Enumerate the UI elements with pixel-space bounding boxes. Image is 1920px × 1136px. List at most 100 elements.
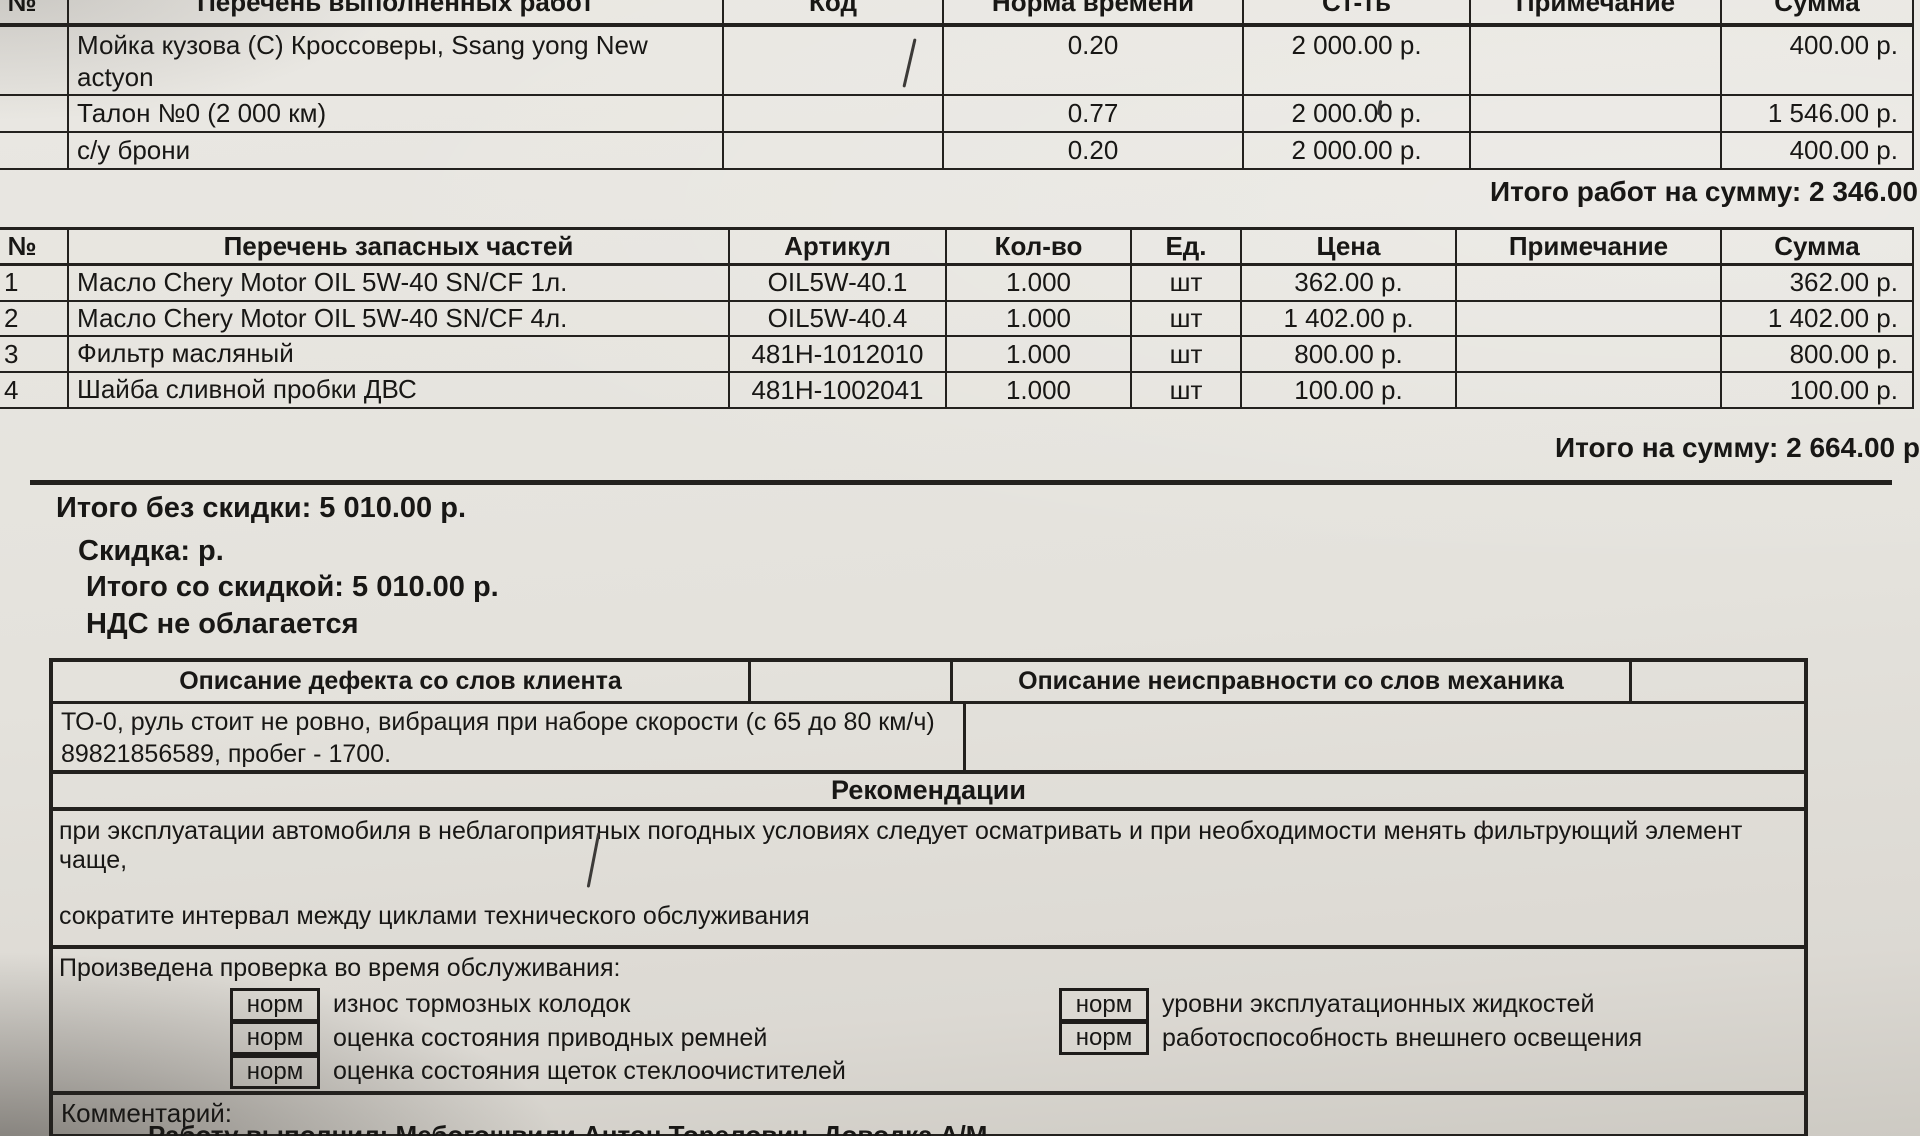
work-row: Талон №0 (2 000 км) 0.77 2 000.00 р. 1 5… (0, 94, 1914, 134)
work-header-time-norm: Норма времени (942, 0, 1244, 27)
parts-cell-qty: 1.000 (945, 299, 1132, 338)
client-defect-line1: ТО-0, руль стоит не ровно, вибрация при … (61, 708, 935, 736)
parts-table: № Перечень запасных частей Артикул Кол-в… (0, 227, 1914, 409)
checks-title: Произведена проверка во время обслуживан… (59, 954, 621, 982)
check-label: уровни эксплуатационных жидкостей (1162, 990, 1595, 1018)
parts-header-unit: Ед. (1130, 227, 1242, 266)
recommendations-title: Рекомендации (53, 774, 1804, 811)
work-cell-rate: 2 000.00 р. (1242, 23, 1471, 97)
service-checks-section: Произведена проверка во время обслуживан… (53, 949, 1804, 1095)
recommendation-line1: при эксплуатации автомобиля в неблагопри… (59, 817, 1743, 874)
work-total-line: Итого работ на сумму: 2 346.00 (1489, 176, 1918, 207)
work-cell-time: 0.20 (942, 131, 1244, 171)
discount-line: Скидка: р. (78, 535, 224, 567)
parts-cell-num: 3 (0, 335, 69, 374)
parts-cell-price: 362.00 р. (1240, 263, 1457, 302)
recommendation-line2: сократите интервал между циклами техниче… (59, 902, 810, 930)
parts-cell-note (1455, 263, 1722, 302)
client-defect-line2: 89821856589, пробег - 1700. (61, 739, 392, 768)
checks-left-column: норм износ тормозных колодок норм оценка… (230, 986, 846, 1090)
parts-cell-sum: 100.00 р. (1720, 371, 1914, 409)
parts-cell-qty: 1.000 (945, 335, 1132, 374)
parts-cell-unit: шт (1130, 335, 1242, 374)
work-header-code: Код (722, 0, 944, 27)
check-label: оценка состояния щеток стеклоочистителей (333, 1057, 846, 1085)
work-table: № Перечень выполненных работ Код Норма в… (0, 0, 1914, 171)
work-row: с/у брони 0.20 2 000.00 р. 400.00 р. (0, 131, 1914, 171)
check-row: норм оценка состояния приводных ремней (230, 1020, 846, 1057)
parts-cell-num: 4 (0, 371, 69, 409)
parts-cell-name: Масло Chery Motor OIL 5W-40 SN/CF 4л. (67, 299, 730, 338)
parts-header-sum: Сумма (1720, 227, 1914, 266)
work-cell-name: Мойка кузова (С) Кроссоверы, Ssang yong … (67, 23, 724, 97)
comment-row: Комментарий: (61, 1098, 232, 1128)
work-cell-note (1469, 131, 1722, 171)
work-cell-rate: 2 000.00 р. (1242, 131, 1471, 171)
work-cell-num (0, 131, 69, 171)
work-cell-code (722, 23, 944, 97)
work-cell-name: Талон №0 (2 000 км) (67, 94, 724, 134)
vat-line: НДС не облагается (86, 608, 359, 640)
parts-cell-unit: шт (1130, 263, 1242, 302)
check-label: работоспособность внешнего освещения (1162, 1023, 1643, 1052)
parts-cell-sum: 1 402.00 р. (1720, 299, 1914, 338)
client-defect-header-spacer (751, 662, 953, 701)
parts-cell-num: 2 (0, 299, 69, 338)
parts-cell-article: 481H-1002041 (728, 371, 947, 409)
work-cell-code (722, 94, 944, 134)
mechanic-defect-header: Описание неисправности со слов механика (953, 662, 1632, 701)
parts-header-num: № (0, 227, 69, 266)
work-table-header-row: № Перечень выполненных работ Код Норма в… (0, 0, 1914, 27)
parts-cell-price: 800.00 р. (1240, 335, 1457, 374)
parts-cell-qty: 1.000 (945, 263, 1132, 302)
work-header-num: № (0, 0, 69, 27)
work-cell-time: 0.20 (942, 23, 1244, 97)
work-cell-time: 0.77 (942, 94, 1244, 134)
parts-cell-num: 1 (0, 263, 69, 302)
parts-header-price: Цена (1240, 227, 1457, 266)
work-cell-num (0, 94, 69, 134)
parts-cell-article: 481H-1012010 (728, 335, 947, 374)
parts-cell-price: 100.00 р. (1240, 371, 1457, 409)
parts-header-article: Артикул (728, 227, 947, 266)
totals-divider (30, 480, 1892, 485)
work-cell-code (722, 131, 944, 171)
work-header-name: Перечень выполненных работ (67, 0, 724, 27)
parts-cell-name: Фильтр масляный (67, 335, 730, 374)
check-status-box: норм (230, 987, 320, 1022)
check-row: норм уровни эксплуатационных жидкостей (1059, 986, 1642, 1023)
total-without-discount: Итого без скидки: 5 010.00 р. (56, 492, 467, 524)
check-row: норм работоспособность внешнего освещени… (1059, 1020, 1642, 1057)
work-cell-note (1469, 23, 1722, 97)
parts-cell-note (1455, 371, 1722, 409)
mechanic-defect-header-spacer (1632, 662, 1804, 701)
performed-by-line: Работу выполнил: Мебогошвили Антон Торел… (148, 1120, 988, 1136)
work-header-note: Примечание (1469, 0, 1722, 27)
checks-right-column: норм уровни эксплуатационных жидкостей н… (1059, 986, 1642, 1057)
parts-cell-price: 1 402.00 р. (1240, 299, 1457, 338)
parts-cell-article: OIL5W-40.4 (728, 299, 947, 338)
parts-row: 1 Масло Chery Motor OIL 5W-40 SN/CF 1л. … (0, 263, 1914, 302)
check-status-box: норм (230, 1054, 320, 1089)
diagnostics-box: Описание дефекта со слов клиента Описани… (49, 658, 1808, 1136)
parts-cell-article: OIL5W-40.1 (728, 263, 947, 302)
work-cell-sum: 1 546.00 р. (1720, 94, 1914, 134)
parts-cell-sum: 362.00 р. (1720, 263, 1914, 302)
client-defect-header: Описание дефекта со слов клиента (53, 662, 751, 701)
parts-cell-unit: шт (1130, 299, 1242, 338)
parts-row: 3 Фильтр масляный 481H-1012010 1.000 шт … (0, 335, 1914, 374)
client-defect-text: ТО-0, руль стоит не ровно, вибрация при … (53, 704, 966, 770)
parts-cell-qty: 1.000 (945, 371, 1132, 409)
check-status-box: норм (1059, 987, 1149, 1022)
work-cell-sum: 400.00 р. (1720, 23, 1914, 97)
recommendations-body: при эксплуатации автомобиля в неблагопри… (53, 811, 1804, 949)
parts-cell-name: Масло Chery Motor OIL 5W-40 SN/CF 1л. (67, 263, 730, 302)
parts-cell-unit: шт (1130, 371, 1242, 409)
parts-header-name: Перечень запасных частей (67, 227, 730, 266)
parts-table-header-row: № Перечень запасных частей Артикул Кол-в… (0, 227, 1914, 266)
parts-cell-note (1455, 335, 1722, 374)
work-row: Мойка кузова (С) Кроссоверы, Ssang yong … (0, 23, 1914, 97)
work-header-rate: Ст-ть (1242, 0, 1471, 27)
